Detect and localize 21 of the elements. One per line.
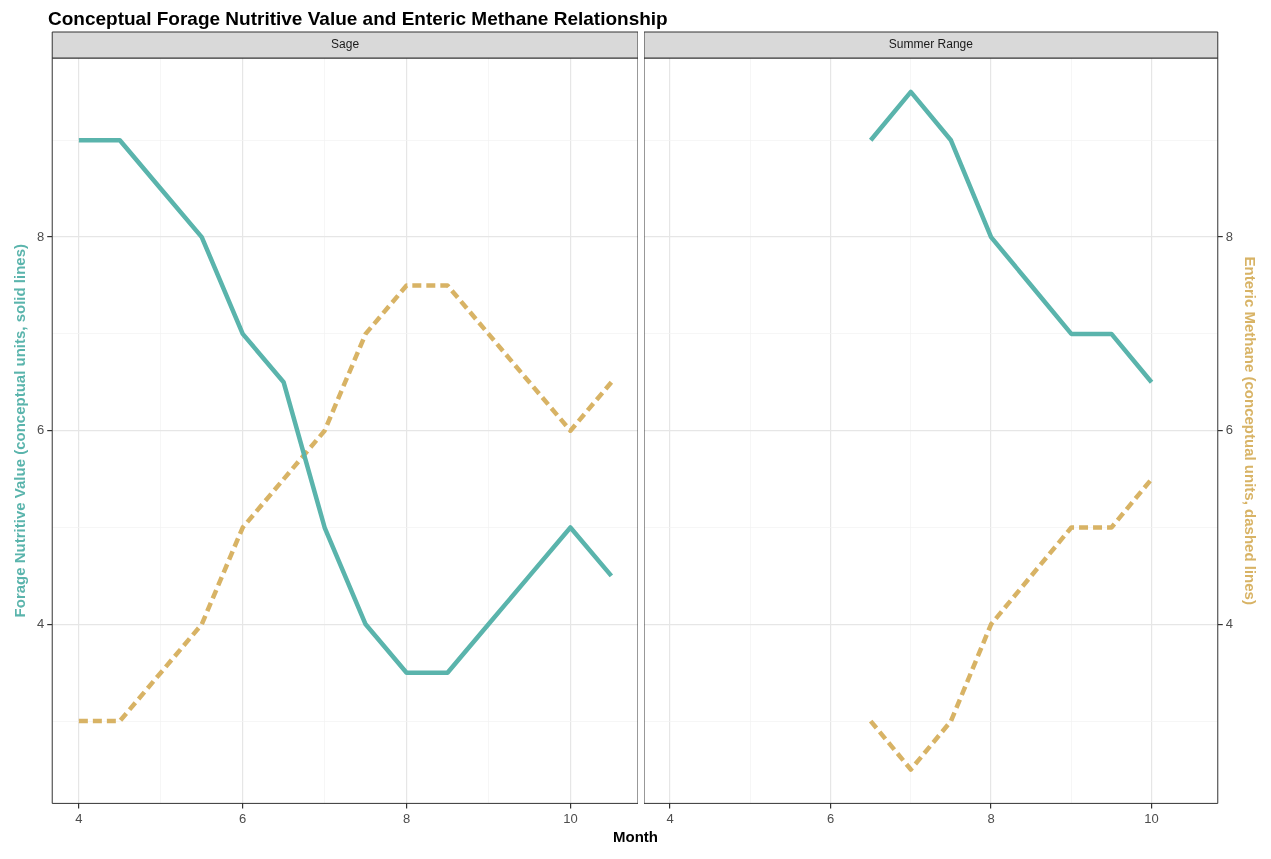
y-axis-title: Forage Nutritive Value (conceptual units, solid lines) bbox=[11, 243, 29, 618]
chart-title: Conceptual Forage Nutritive Value and Enteric Methane Relationship bbox=[48, 8, 669, 30]
chart-subtitle: Sage bbox=[331, 37, 360, 52]
y2-axis-title: Enteric Methane (conceptual units, dashed lines) bbox=[1241, 256, 1259, 605]
x-tick-label: 10 bbox=[1144, 810, 1159, 826]
x-tick-label: 10 bbox=[563, 810, 578, 826]
chart-subtitle: Summer Range bbox=[888, 37, 974, 52]
x-tick-label: 4 bbox=[75, 810, 83, 826]
line-series bbox=[76, 283, 614, 724]
x-tick-label: 6 bbox=[239, 810, 247, 826]
x-axis-title: Month bbox=[612, 828, 659, 845]
y-tick-label: 6 bbox=[37, 422, 45, 438]
x-tick-label: 4 bbox=[666, 810, 674, 826]
y2-tick-label: 8 bbox=[1225, 228, 1233, 244]
y2-tick-label: 4 bbox=[1225, 615, 1233, 631]
x-tick-label: 6 bbox=[826, 810, 835, 826]
y-tick-label: 4 bbox=[37, 615, 45, 631]
y-tick-label: 8 bbox=[37, 228, 45, 244]
x-tick-label: 8 bbox=[402, 810, 411, 826]
y2-tick-label: 6 bbox=[1225, 422, 1233, 438]
x-tick-label: 8 bbox=[987, 810, 995, 826]
